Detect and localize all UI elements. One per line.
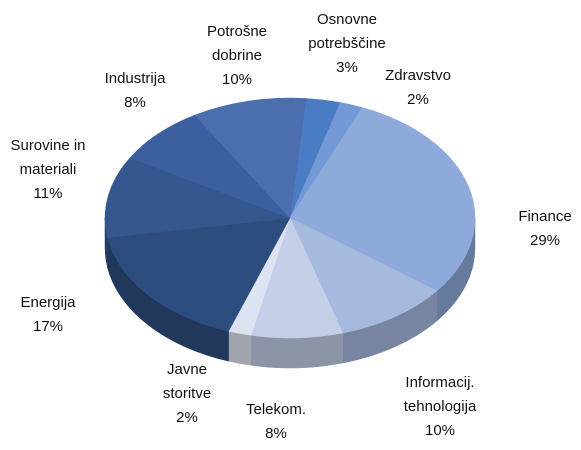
- value-label: 2%: [407, 91, 429, 108]
- label-line: Zdravstvo: [385, 67, 451, 84]
- value-label: 10%: [222, 71, 252, 88]
- slice-label: Energija: [20, 294, 76, 311]
- label-line: Informacij.: [405, 374, 474, 391]
- value-label: 8%: [265, 425, 287, 442]
- label-line: potrebščine: [308, 35, 386, 52]
- slice-label: Osnovne potrebščine: [308, 11, 386, 52]
- label-line: Telekom.: [246, 401, 306, 418]
- value-label: 3%: [336, 59, 358, 76]
- slice-label: Finance: [518, 208, 571, 225]
- slice-label: Potrošne dobrine: [207, 23, 267, 64]
- slice: [129, 114, 291, 219]
- value-label: 10%: [425, 422, 455, 439]
- label-line: tehnologija: [404, 398, 477, 415]
- label-line: Industrija: [105, 70, 167, 87]
- slice: [250, 217, 344, 339]
- slice: [289, 217, 438, 334]
- slice-label: Javne storitve: [163, 361, 211, 402]
- slice-label: Industrija: [105, 70, 167, 87]
- label-line: Finance: [518, 208, 571, 225]
- slice-label: Informacij. tehnologija: [404, 374, 477, 415]
- label-line: materiali: [20, 161, 77, 178]
- label-line: dobrine: [212, 47, 262, 64]
- value-label: 17%: [33, 318, 63, 335]
- value-label: 2%: [176, 409, 198, 426]
- label-line: Energija: [20, 294, 76, 311]
- label-line: Osnovne: [317, 11, 377, 28]
- slice-label: Surovine in materiali: [10, 137, 85, 178]
- value-label: 11%: [34, 185, 63, 202]
- label-line: Surovine in: [10, 137, 85, 154]
- label-line: Potrošne: [207, 23, 267, 40]
- slice: [104, 157, 291, 238]
- value-label: 8%: [124, 94, 146, 111]
- slice: [107, 217, 291, 332]
- slice: [289, 107, 476, 292]
- slice-side: [228, 330, 252, 366]
- slice-label: Telekom.: [246, 401, 306, 418]
- slice-label: Zdravstvo: [385, 67, 451, 84]
- value-label: 29%: [530, 232, 560, 249]
- slice-side: [250, 332, 344, 369]
- label-line: storitve: [163, 385, 211, 402]
- label-line: Javne: [167, 361, 207, 378]
- slice: [194, 97, 307, 219]
- pie-tops: [104, 97, 476, 339]
